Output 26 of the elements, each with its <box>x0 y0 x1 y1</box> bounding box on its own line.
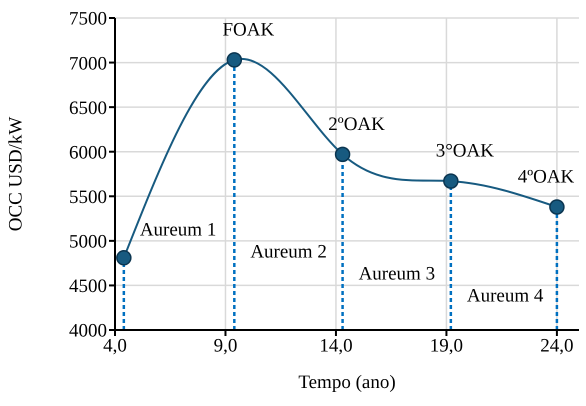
y-tick-label: 6500 <box>69 98 107 119</box>
y-tick-label: 5000 <box>69 232 107 253</box>
x-tick-label: 19,0 <box>430 335 464 356</box>
y-axis-title: OCC USD/kW <box>6 116 27 232</box>
y-tick-label: 5500 <box>69 187 107 208</box>
point <box>549 199 565 215</box>
y-tick-label: 7000 <box>69 53 107 74</box>
y-tick-label: 4500 <box>69 276 107 298</box>
point <box>443 173 459 189</box>
point <box>334 146 350 162</box>
x-tick-label: 24,0 <box>540 335 574 356</box>
ref-line-label: Aureum 2 <box>250 242 327 262</box>
ref-line-label: Aureum 1 <box>140 220 216 240</box>
x-axis-title: Tempo (ano) <box>298 372 396 393</box>
point <box>116 250 132 266</box>
ref-line-label: Aureum 4 <box>466 286 544 306</box>
ref-line-label: Aureum 3 <box>358 264 436 284</box>
annotation: 2ºOAK <box>328 114 386 135</box>
x-tick-label: 9,0 <box>214 335 238 356</box>
annotation: FOAK <box>222 19 274 40</box>
x-tick-label: 14,0 <box>319 335 353 356</box>
point <box>226 52 242 68</box>
y-tick-label: 6000 <box>69 142 107 164</box>
annotation: 3°OAK <box>436 140 494 162</box>
y-tick-label: 7500 <box>69 8 107 30</box>
annotation: 4ºOAK <box>518 166 575 188</box>
